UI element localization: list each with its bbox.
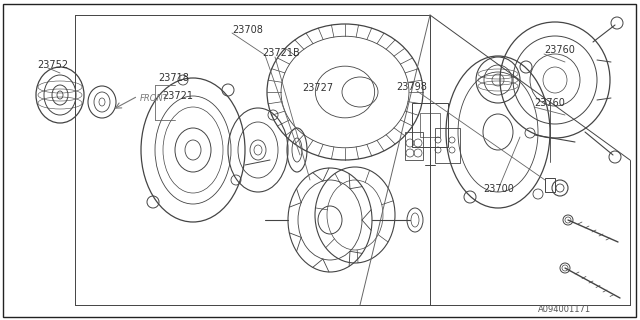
Text: 23760: 23760 — [534, 98, 565, 108]
Text: 23718: 23718 — [158, 73, 189, 83]
Bar — [420, 113, 440, 137]
Text: A094001171: A094001171 — [538, 306, 591, 315]
Bar — [435, 128, 460, 163]
Bar — [545, 178, 555, 192]
Text: 23760: 23760 — [544, 45, 575, 55]
Text: 23798: 23798 — [396, 82, 427, 92]
Text: 23721B: 23721B — [262, 48, 300, 58]
Text: 23721: 23721 — [162, 91, 193, 101]
Text: 23752: 23752 — [37, 60, 68, 70]
Bar — [405, 132, 423, 160]
Text: FRONT: FRONT — [140, 93, 169, 102]
Bar — [412, 103, 448, 147]
Text: 23727: 23727 — [302, 83, 333, 93]
Text: 23708: 23708 — [232, 25, 263, 35]
Text: 23700: 23700 — [483, 184, 514, 194]
